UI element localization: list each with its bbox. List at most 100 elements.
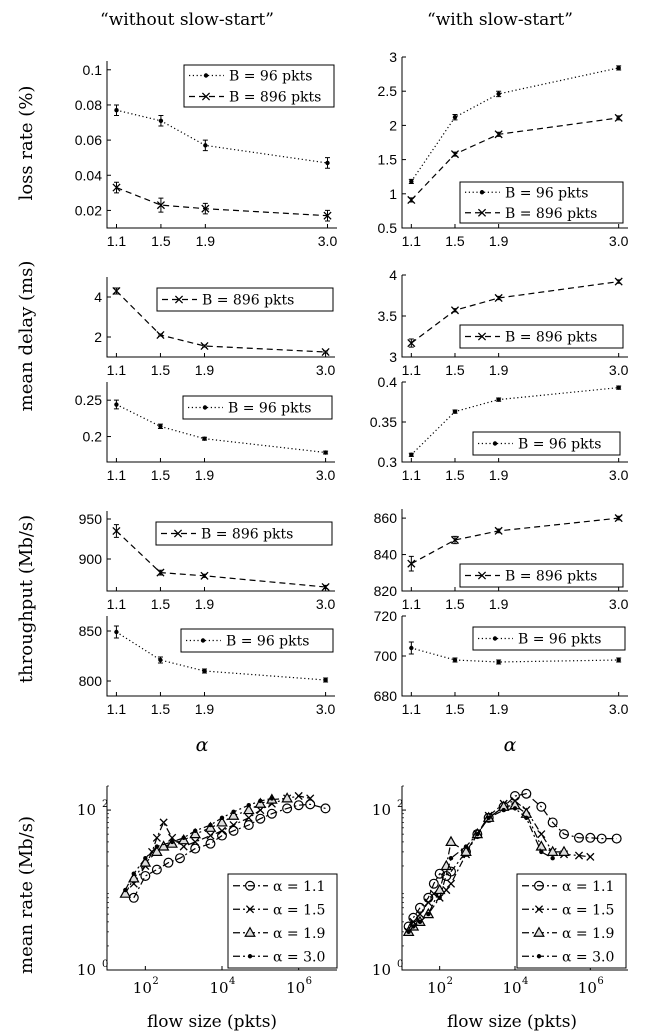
ytick-label-thr-right-896-2: 860 — [374, 510, 398, 526]
point-rate-right-2-5 — [440, 859, 453, 871]
point-rate-right-3-13 — [550, 856, 555, 861]
xtick-label-delay-left-896-1: 1.5 — [151, 362, 171, 378]
point-rate-left-0-4 — [174, 853, 185, 864]
point-thr-left-96-0-1 — [158, 657, 163, 663]
point-rate-right-3-7 — [475, 831, 480, 837]
point-rate-right-3-1 — [411, 924, 416, 929]
point-rate-left-3-8 — [219, 815, 225, 821]
point-delay-right-896-0-3 — [614, 277, 623, 286]
point-rate-left-2-7 — [189, 827, 202, 839]
point-loss-right-1-2 — [494, 130, 503, 139]
legend-marker-rate-left-0 — [245, 880, 256, 891]
ytick-label-delay-right-96-2: 0.4 — [378, 374, 398, 390]
legend-label-rate-right-0: α = 1.1 — [562, 879, 614, 895]
point-thr-right-96-0-2 — [496, 659, 501, 665]
ytick-label-loss-left-3: 0.08 — [75, 97, 102, 113]
xtick-label-rate-left-0: 10 — [133, 979, 152, 997]
point-delay-right-96-0-2 — [496, 397, 501, 402]
point-thr-right-896-0-2 — [494, 526, 503, 535]
legend-label-rate-right-1: α = 1.5 — [562, 902, 614, 918]
legend-marker-rate-right-1 — [534, 905, 544, 914]
xtick-label-delay-right-96-2: 1.9 — [489, 467, 509, 483]
panel-rate-right: 10 010 210 2 10 4 10 6α = 1.1α = 1.5α = 1.9α = … — [372, 785, 628, 997]
legend-marker-loss-right-0 — [479, 190, 485, 195]
point-rate-left-0-11 — [266, 808, 277, 819]
xtick-label-delay-right-896-2: 1.9 — [489, 362, 509, 378]
point-rate-left-3-6 — [193, 828, 198, 834]
ytick-label-rate-right-0: 10 — [372, 961, 391, 979]
xtick-label-delay-right-896-1: 1.5 — [445, 362, 465, 378]
xtick-label-thr-left-96-1: 1.5 — [151, 701, 171, 717]
point-rate-left-3-5 — [181, 835, 186, 841]
point-rate-left-1-11 — [244, 813, 253, 822]
ytick-label-delay-right-96-0: 0.3 — [378, 454, 398, 470]
ytick-label-loss-right-1: 1 — [389, 186, 397, 202]
legend-marker-delay-left-96-0 — [202, 405, 208, 410]
xtick-label-loss-right-3: 3.0 — [609, 233, 629, 249]
xtick-label-thr-left-896-0: 1.1 — [107, 596, 127, 612]
point-rate-left-0-8 — [228, 825, 239, 836]
point-thr-left-96-0-2 — [202, 668, 207, 674]
legend-label-thr-right-96-0: B = 96 pkts — [518, 632, 601, 648]
ytick-label-loss-left-1: 0.04 — [75, 167, 102, 183]
point-thr-right-96-0-3 — [616, 657, 621, 663]
alpha-xlabel-right: α — [504, 734, 517, 756]
xtick-label-thr-left-896-1: 1.5 — [151, 596, 171, 612]
ytick-exp-rate-left-1: 2 — [102, 799, 108, 810]
point-loss-right-0-3 — [616, 65, 621, 71]
panel-delay-left-896: 2 4 1.1 1.5 1.9 3.0 B = 896 pkts — [94, 277, 336, 378]
legend-delay-left-96 — [182, 395, 333, 420]
point-rate-left-3-1 — [131, 871, 136, 876]
point-rate-left-0-3 — [163, 857, 174, 868]
point-rate-left-2-0 — [119, 887, 132, 898]
point-rate-right-3-6 — [463, 844, 469, 849]
legend-marker-rate-left-3 — [247, 954, 253, 959]
ytick-exp-rate-right-0: 0 — [397, 959, 403, 970]
xtick-label-loss-left-2: 1.9 — [196, 233, 216, 249]
panel-thr-left-896: 900 950 1.1 1.5 1.9 3.0 B = 896 pkts — [79, 511, 336, 612]
legend-loss-right — [459, 181, 624, 224]
xtick-label-loss-right-0: 1.1 — [402, 233, 422, 249]
legend-label-rate-left-2: α = 1.9 — [273, 926, 325, 942]
ytick-label-thr-right-96-1: 700 — [374, 648, 398, 664]
point-rate-right-3-0 — [406, 929, 411, 935]
legend-label-thr-left-96-0: B = 96 pkts — [226, 634, 309, 650]
point-rate-left-2-14 — [281, 792, 293, 803]
legend-label-loss-right-1: B = 896 pkts — [505, 206, 597, 222]
ytick-exp-rate-left-0: 0 — [102, 959, 108, 970]
xtick-label-delay-left-896-2: 1.9 — [195, 362, 215, 378]
axes-delay-left-896 — [106, 277, 335, 358]
xtick-label-thr-right-96-0: 1.1 — [402, 701, 422, 717]
ytick-exp-rate-right-1: 2 — [397, 799, 403, 810]
point-rate-right-2-6 — [445, 835, 457, 846]
ytick-label-delay-right-896-1: 3.5 — [378, 308, 398, 324]
point-delay-left-896-0-3 — [321, 347, 330, 357]
series-line-delay-right-96-0 — [410, 387, 619, 456]
xtick-label-thr-right-896-1: 1.5 — [445, 596, 465, 612]
point-rate-right-3-8 — [486, 815, 491, 821]
point-loss-right-1-3 — [614, 113, 623, 122]
xtick-label-rate-right-0: 10 — [427, 979, 446, 997]
ytick-label-delay-left-896-1: 4 — [94, 289, 102, 305]
legend-label-delay-right-896-0: B = 896 pkts — [505, 330, 597, 346]
point-delay-left-896-0-0 — [112, 286, 121, 296]
legend-label-thr-right-896-0: B = 896 pkts — [505, 569, 597, 585]
point-rate-left-3-9 — [231, 809, 236, 815]
xtick-label-thr-right-96-3: 3.0 — [609, 701, 629, 717]
xtick-label-delay-right-96-0: 1.1 — [402, 467, 422, 483]
panel-loss-left: 0.02 0.04 0.06 0.08 0.1 1.1 1.5 1.9 3.0 B = 96 pk… — [75, 61, 337, 249]
point-thr-left-96-0-0 — [114, 629, 119, 635]
ytick-label-delay-left-96-1: 0.25 — [75, 392, 102, 408]
series-line-thr-right-96-0 — [411, 647, 619, 663]
axes-thr-left-96 — [106, 616, 335, 697]
ytick-label-thr-right-896-0: 820 — [374, 583, 398, 599]
ytick-label-rate-right-1: 10 — [372, 801, 391, 819]
xtick-exp-rate-right-2: 6 — [597, 976, 603, 987]
point-thr-right-96-0-0 — [409, 645, 414, 651]
point-rate-right-0-19 — [596, 833, 607, 844]
xtick-label-thr-left-96-3: 3.0 — [316, 701, 336, 717]
point-delay-left-96-0-0 — [114, 402, 119, 407]
point-rate-left-0-15 — [320, 803, 331, 814]
xtick-exp-rate-right-0: 2 — [447, 976, 453, 987]
point-rate-left-0-5 — [190, 843, 201, 854]
